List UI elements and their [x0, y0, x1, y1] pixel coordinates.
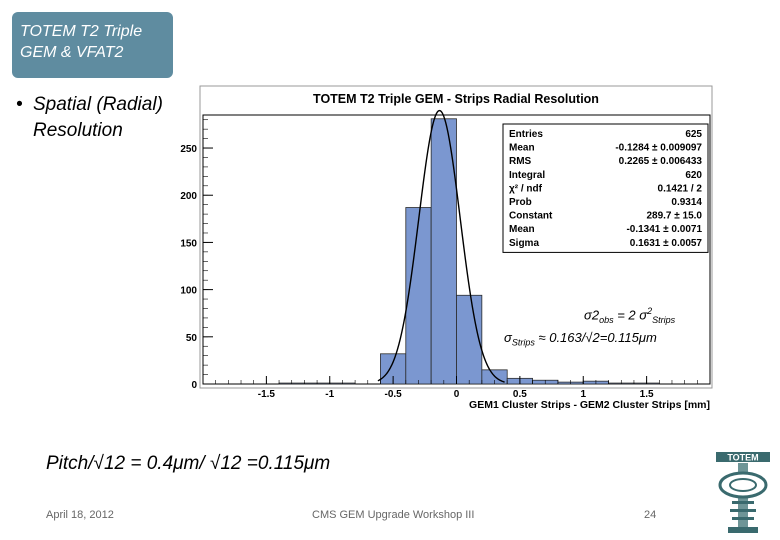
sigma-obs-formula: σ2obs = 2 σ2Strips: [584, 306, 675, 325]
histogram-bar: [405, 207, 432, 385]
bullet-symbol: •: [16, 94, 23, 115]
formula-sigma-obs: σ2: [584, 307, 600, 323]
y-tick-label: 0: [191, 380, 197, 391]
sigma-strips-formula: σStrips ≈ 0.163/√2=0.115μm: [504, 330, 657, 348]
histogram-svg: -1.5 -1 -0.5 0 0.5 1 1.5 0 50 100 150 200 250 Entrie…: [180, 85, 713, 411]
stats-value: 0.1631 ± 0.0057: [630, 238, 703, 249]
stats-value: 0.9314: [671, 197, 702, 208]
stats-label: Constant: [509, 211, 553, 222]
formula-sigma: σ: [504, 330, 512, 345]
x-tick-label: -1.5: [258, 389, 276, 400]
x-tick-label: 1: [580, 389, 586, 400]
stats-label: Prob: [509, 197, 532, 208]
x-tick-label: 1.5: [640, 389, 654, 400]
slide-title-box: TOTEM T2 Triple GEM & VFAT2: [12, 12, 173, 78]
x-tick-label: -1: [325, 389, 334, 400]
formula-equals-part: = 2 σ: [613, 307, 648, 323]
y-tick-label: 50: [186, 333, 198, 344]
footer-date: April 18, 2012: [46, 509, 114, 521]
logo-ring: [718, 471, 768, 499]
stats-value: 289.7 ± 15.0: [646, 211, 702, 222]
histogram-bar: [456, 294, 483, 385]
stats-value: 620: [685, 170, 702, 181]
stats-label: Entries: [509, 129, 543, 140]
formula-strips-sub-2: Strips: [511, 337, 535, 348]
footer-event: CMS GEM Upgrade Workshop III: [312, 509, 475, 521]
formula-strips-sub: Strips: [652, 314, 676, 325]
page-number: 24: [644, 509, 657, 521]
x-tick-label: 0: [454, 389, 460, 400]
stats-value: 0.1421 / 2: [658, 183, 703, 194]
stats-label: Mean: [509, 143, 535, 154]
y-tick-label: 150: [180, 238, 197, 249]
logo-bar-2: [730, 509, 756, 512]
logo-bar-3: [732, 517, 754, 520]
stats-label: Mean: [509, 224, 535, 235]
stats-label: Sigma: [509, 238, 539, 249]
totem-logo: TOTEM: [716, 452, 770, 533]
logo-bar-1: [732, 501, 754, 504]
chart-title: TOTEM T2 Triple GEM - Strips Radial Reso…: [313, 92, 599, 106]
y-tick-label: 250: [180, 144, 197, 155]
pitch-formula: Pitch/√12 = 0.4μm/ √12 =0.115μm: [46, 453, 331, 474]
y-tick-label: 100: [180, 286, 197, 297]
stats-value: 0.2265 ± 0.006433: [619, 156, 703, 167]
logo-base: [728, 527, 758, 533]
stats-label: RMS: [509, 156, 532, 167]
histogram-bar: [430, 118, 457, 385]
logo-inner-ring: [729, 478, 757, 492]
histogram-chart: -1.5 -1 -0.5 0 0.5 1 1.5 0 50 100 150 200 250 Entrie…: [160, 84, 720, 414]
bullet-text: Spatial (Radial) Resolution: [33, 94, 163, 141]
formula-result: ≈ 0.163/√2=0.115μm: [534, 330, 657, 345]
formula-square-sup: 2: [647, 306, 653, 316]
gaussian-fit-curve: [377, 109, 505, 383]
x-axis-label: GEM1 Cluster Strips - GEM2 Cluster Strip…: [469, 399, 710, 411]
logo-text: TOTEM: [727, 453, 758, 463]
x-tick-label: -0.5: [385, 389, 403, 400]
stats-label: χ² / ndf: [509, 183, 543, 194]
x-tick-label: 0.5: [513, 389, 527, 400]
y-tick-label: 200: [180, 191, 197, 202]
logo-banner: [716, 452, 770, 462]
stats-box: [502, 123, 709, 253]
bullet-item: • Spatial (Radial) Resolution: [16, 92, 166, 144]
slide-title: TOTEM T2 Triple GEM & VFAT2: [20, 23, 143, 61]
formula-obs-sub: obs: [599, 314, 614, 325]
stats-label: Integral: [509, 170, 545, 181]
stats-value: 625: [685, 129, 702, 140]
stats-value: -0.1341 ± 0.0071: [626, 224, 702, 235]
stats-value: -0.1284 ± 0.009097: [615, 143, 702, 154]
